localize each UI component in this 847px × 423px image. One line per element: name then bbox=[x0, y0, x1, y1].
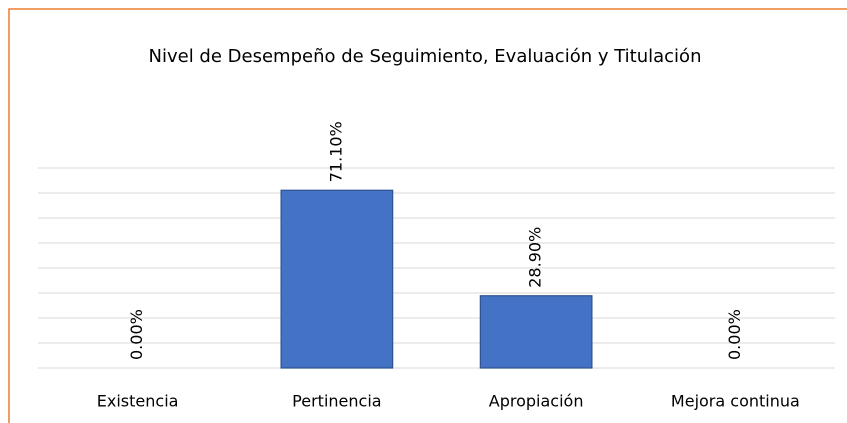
bar bbox=[280, 189, 394, 369]
x-tick-label: Apropiación bbox=[489, 392, 584, 411]
chart-title: Nivel de Desempeño de Seguimiento, Evalu… bbox=[149, 46, 702, 67]
x-tick-label: Pertinencia bbox=[292, 392, 381, 411]
x-tick-label: Mejora continua bbox=[671, 392, 800, 411]
x-tick-label: Existencia bbox=[97, 392, 179, 411]
bar bbox=[479, 295, 593, 369]
data-label: 28.90% bbox=[526, 227, 545, 288]
data-label: 0.00% bbox=[127, 309, 146, 360]
chart-frame bbox=[8, 8, 847, 423]
data-label: 71.10% bbox=[326, 121, 345, 182]
data-label: 0.00% bbox=[725, 309, 744, 360]
